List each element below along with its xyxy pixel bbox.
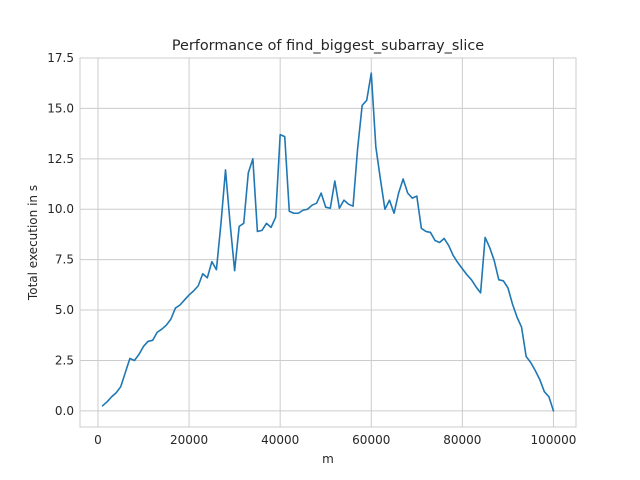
y-tick-label: 10.0 — [47, 202, 74, 216]
series-layer — [101, 72, 555, 412]
y-tick-label: 12.5 — [47, 152, 74, 166]
y-tick-label: 7.5 — [55, 253, 74, 267]
y-axis-title: Total execution in s — [26, 185, 40, 301]
x-tick-label: 80000 — [443, 433, 481, 447]
x-axis-title: m — [322, 452, 334, 466]
x-axis-ticks: 0 20000 40000 60000 80000 100000 — [94, 433, 576, 447]
y-axis-ticks: 0.0 2.5 5.0 7.5 10.0 12.5 15.0 17.5 — [47, 51, 74, 418]
series-line-0 — [101, 72, 555, 412]
grid-lines — [80, 57, 576, 427]
x-tick-label: 100000 — [531, 433, 577, 447]
y-tick-label: 5.0 — [55, 303, 74, 317]
y-tick-label: 15.0 — [47, 101, 74, 115]
y-tick-label: 0.0 — [55, 404, 74, 418]
x-tick-label: 40000 — [261, 433, 299, 447]
x-tick-label: 60000 — [352, 433, 390, 447]
chart-title: Performance of find_biggest_subarray_sli… — [172, 38, 484, 54]
x-tick-label: 0 — [94, 433, 102, 447]
x-tick-label: 20000 — [170, 433, 208, 447]
plot-area — [79, 57, 577, 428]
y-tick-label: 2.5 — [55, 353, 74, 367]
y-tick-label: 17.5 — [47, 51, 74, 65]
